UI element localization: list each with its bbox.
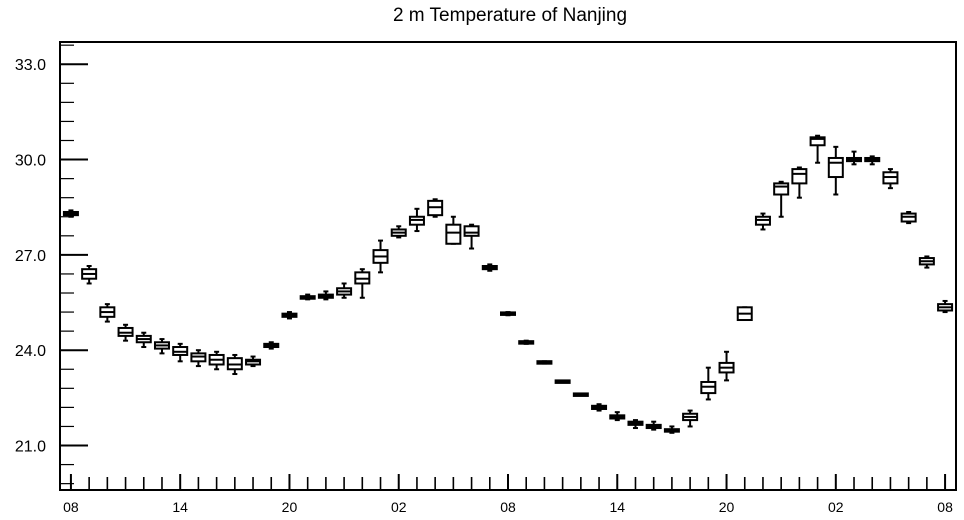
- box-body: [773, 182, 790, 196]
- box-22: [463, 223, 480, 250]
- box-44: [864, 155, 881, 166]
- box-2: [99, 303, 116, 323]
- box-series: [62, 134, 954, 434]
- x-tick-label: 02: [828, 499, 844, 515]
- box-16: [354, 268, 371, 299]
- x-axis: 08 14 20 02 08 14 20 02 08: [63, 474, 953, 515]
- box-1: [81, 265, 98, 285]
- box-body: [445, 223, 462, 245]
- x-tick-label: 08: [500, 499, 516, 515]
- box-34: [682, 409, 699, 428]
- box-5: [153, 338, 170, 355]
- box-21: [445, 215, 462, 245]
- chart-title: 2 m Temperature of Nanjing: [393, 5, 627, 26]
- box-20: [427, 198, 444, 218]
- y-tick-label: 24.0: [15, 343, 46, 360]
- box-48: [937, 299, 954, 314]
- x-tick-label: 14: [609, 499, 625, 515]
- box-10: [245, 355, 262, 368]
- x-tick-label: 14: [172, 499, 188, 515]
- box-41: [809, 134, 826, 164]
- box-47: [918, 255, 935, 269]
- box-35: [700, 366, 717, 401]
- box-39: [773, 180, 790, 218]
- box-12: [281, 311, 298, 320]
- box-23: [481, 263, 498, 272]
- box-13: [299, 293, 316, 301]
- box-body: [463, 225, 480, 237]
- box-11: [263, 341, 280, 350]
- x-tick-label: 20: [282, 499, 298, 515]
- y-tick-label: 21.0: [15, 439, 46, 456]
- box-33: [663, 425, 680, 434]
- box-42: [827, 145, 844, 196]
- box-27: [554, 379, 571, 384]
- box-9: [226, 353, 243, 376]
- box-24: [500, 311, 516, 317]
- box-26: [536, 360, 553, 365]
- box-15: [336, 282, 353, 299]
- box-4: [135, 331, 152, 349]
- x-tick-label: 02: [391, 499, 407, 515]
- box-46: [900, 210, 917, 225]
- y-tick-label: 30.0: [15, 153, 46, 170]
- y-tick-label: 33.0: [15, 57, 46, 74]
- box-0: [62, 209, 79, 218]
- box-25: [518, 339, 535, 345]
- box-body: [791, 168, 808, 185]
- y-tick-label: 27.0: [15, 248, 46, 265]
- x-tick-label: 08: [63, 499, 79, 515]
- box-body: [809, 136, 826, 147]
- box-body: [827, 156, 844, 179]
- box-38: [754, 212, 771, 231]
- x-tick-label: 20: [719, 499, 735, 515]
- box-17: [372, 239, 389, 274]
- box-36: [718, 350, 735, 382]
- box-8: [208, 350, 225, 371]
- box-45: [882, 168, 899, 190]
- box-19: [408, 207, 425, 233]
- box-18: [390, 225, 407, 239]
- box-14: [317, 290, 334, 301]
- box-37: [736, 306, 753, 322]
- box-30: [609, 411, 626, 422]
- box-3: [117, 323, 134, 342]
- box-32: [645, 420, 662, 431]
- box-40: [791, 166, 808, 199]
- box-29: [591, 403, 608, 412]
- box-7: [190, 349, 207, 368]
- plot-area-frame: [59, 41, 957, 491]
- x-tick-label: 08: [937, 499, 953, 515]
- box-6: [172, 342, 189, 363]
- box-31: [627, 419, 644, 430]
- box-43: [846, 150, 863, 166]
- box-28: [572, 392, 589, 397]
- y-axis: 33.0 30.0 27.0 24.0 21.0: [15, 44, 88, 485]
